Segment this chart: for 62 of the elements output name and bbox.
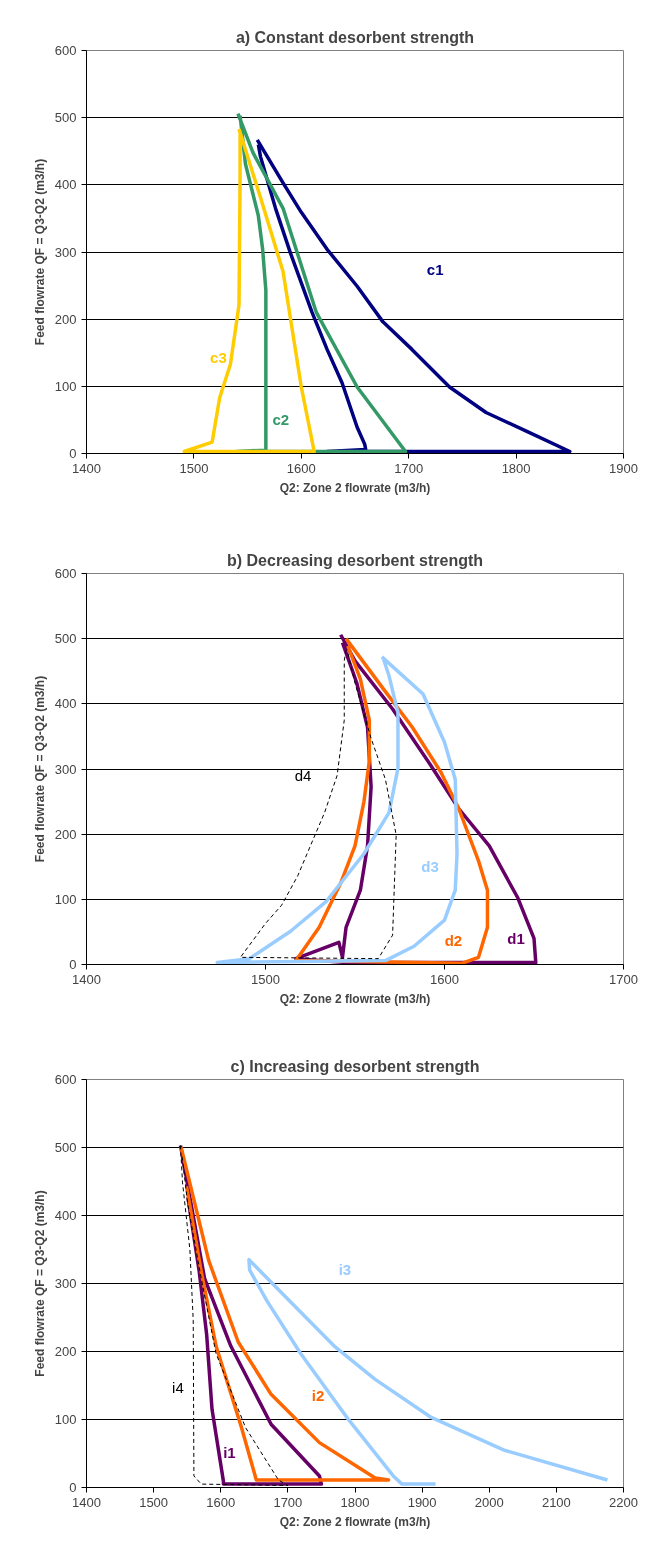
y-tick-label: 0 [69,446,77,461]
text: c1 [426,260,444,278]
x-tick-label: 2200 [609,1494,638,1510]
y-axis-title: Feed flowrate QF = Q3-Q2 (m3/h) [32,158,47,346]
x-tick-label: 1500 [251,971,280,987]
x-tick-label: 1600 [430,971,459,987]
series-label: i1 [223,1443,236,1461]
chart-title: a) Constant desorbent strength [235,28,475,46]
x-tick-label: 1500 [179,460,209,476]
y-tick-label: 500 [54,631,77,647]
x-tick-label: 1600 [286,460,316,476]
series-label: c2 [272,411,290,429]
x-tick-label: 2000 [474,1494,504,1510]
y-tick-label: 300 [54,244,77,260]
x-tick-label: 1900 [407,1494,437,1510]
text: i3 [338,1260,352,1278]
y-axis-title: Feed flowrate QF = Q3-Q2 (m3/h) [32,675,47,863]
y-tick-label: 400 [54,177,77,193]
series-label: d2 [444,931,463,949]
x-tick-label: 2100 [541,1494,571,1510]
series-label: i2 [311,1386,325,1404]
x-tick-label: 1700 [609,971,638,987]
series-label: d3 [421,858,439,876]
x-tick-label: 1500 [139,1494,169,1510]
y-tick-label: 100 [54,378,77,394]
x-tick-label: 1700 [394,460,424,476]
x-tick-label: 1400 [72,1494,101,1510]
y-tick-label: 600 [54,1072,77,1087]
y-tick-label: 300 [54,1276,77,1291]
line-series [182,127,316,454]
y-tick-label: 500 [54,110,77,126]
y-axis-title: Feed flowrate QF = Q3-Q2 (m3/h) [32,1190,47,1377]
x-tick-label: 1700 [273,1494,303,1510]
y-tick-label: 100 [54,891,77,907]
y-tick-label: 400 [54,1208,77,1223]
y-tick-label: 500 [54,1140,77,1155]
y-tick-label: 0 [69,1480,77,1495]
x-tick-label: 1400 [72,971,101,987]
y-tick-label: 0 [69,957,77,972]
y-tick-label: 600 [54,566,77,581]
series-label: d4 [294,767,312,785]
x-tick-label: 1400 [72,460,101,476]
x-tick-label: 1600 [206,1494,236,1510]
y-tick-label: 400 [54,696,77,712]
x-tick-label: 1900 [609,460,638,476]
chart-title: b) Decreasing desorbent strength [226,551,484,569]
y-tick-label: 600 [54,43,77,58]
y-tick-label: 200 [54,1344,77,1359]
x-tick-label: 1800 [501,460,531,476]
chart-title: c) Increasing desorbent strength [230,1057,480,1075]
series-label: c3 [210,348,227,366]
line-series [247,1257,610,1486]
series-label: i4 [172,1379,184,1397]
y-tick-label: 300 [54,761,77,777]
x-tick-label: 1800 [340,1494,370,1510]
series-label: d1 [507,929,525,947]
x-axis-title: Q2: Zone 2 flowrate (m3/h) [279,991,431,1006]
x-axis-title: Q2: Zone 2 flowrate (m3/h) [279,480,431,495]
y-tick-label: 200 [54,311,77,327]
x-axis-title: Q2: Zone 2 flowrate (m3/h) [279,1514,431,1529]
y-tick-label: 200 [54,826,77,842]
y-tick-label: 100 [54,1412,77,1427]
